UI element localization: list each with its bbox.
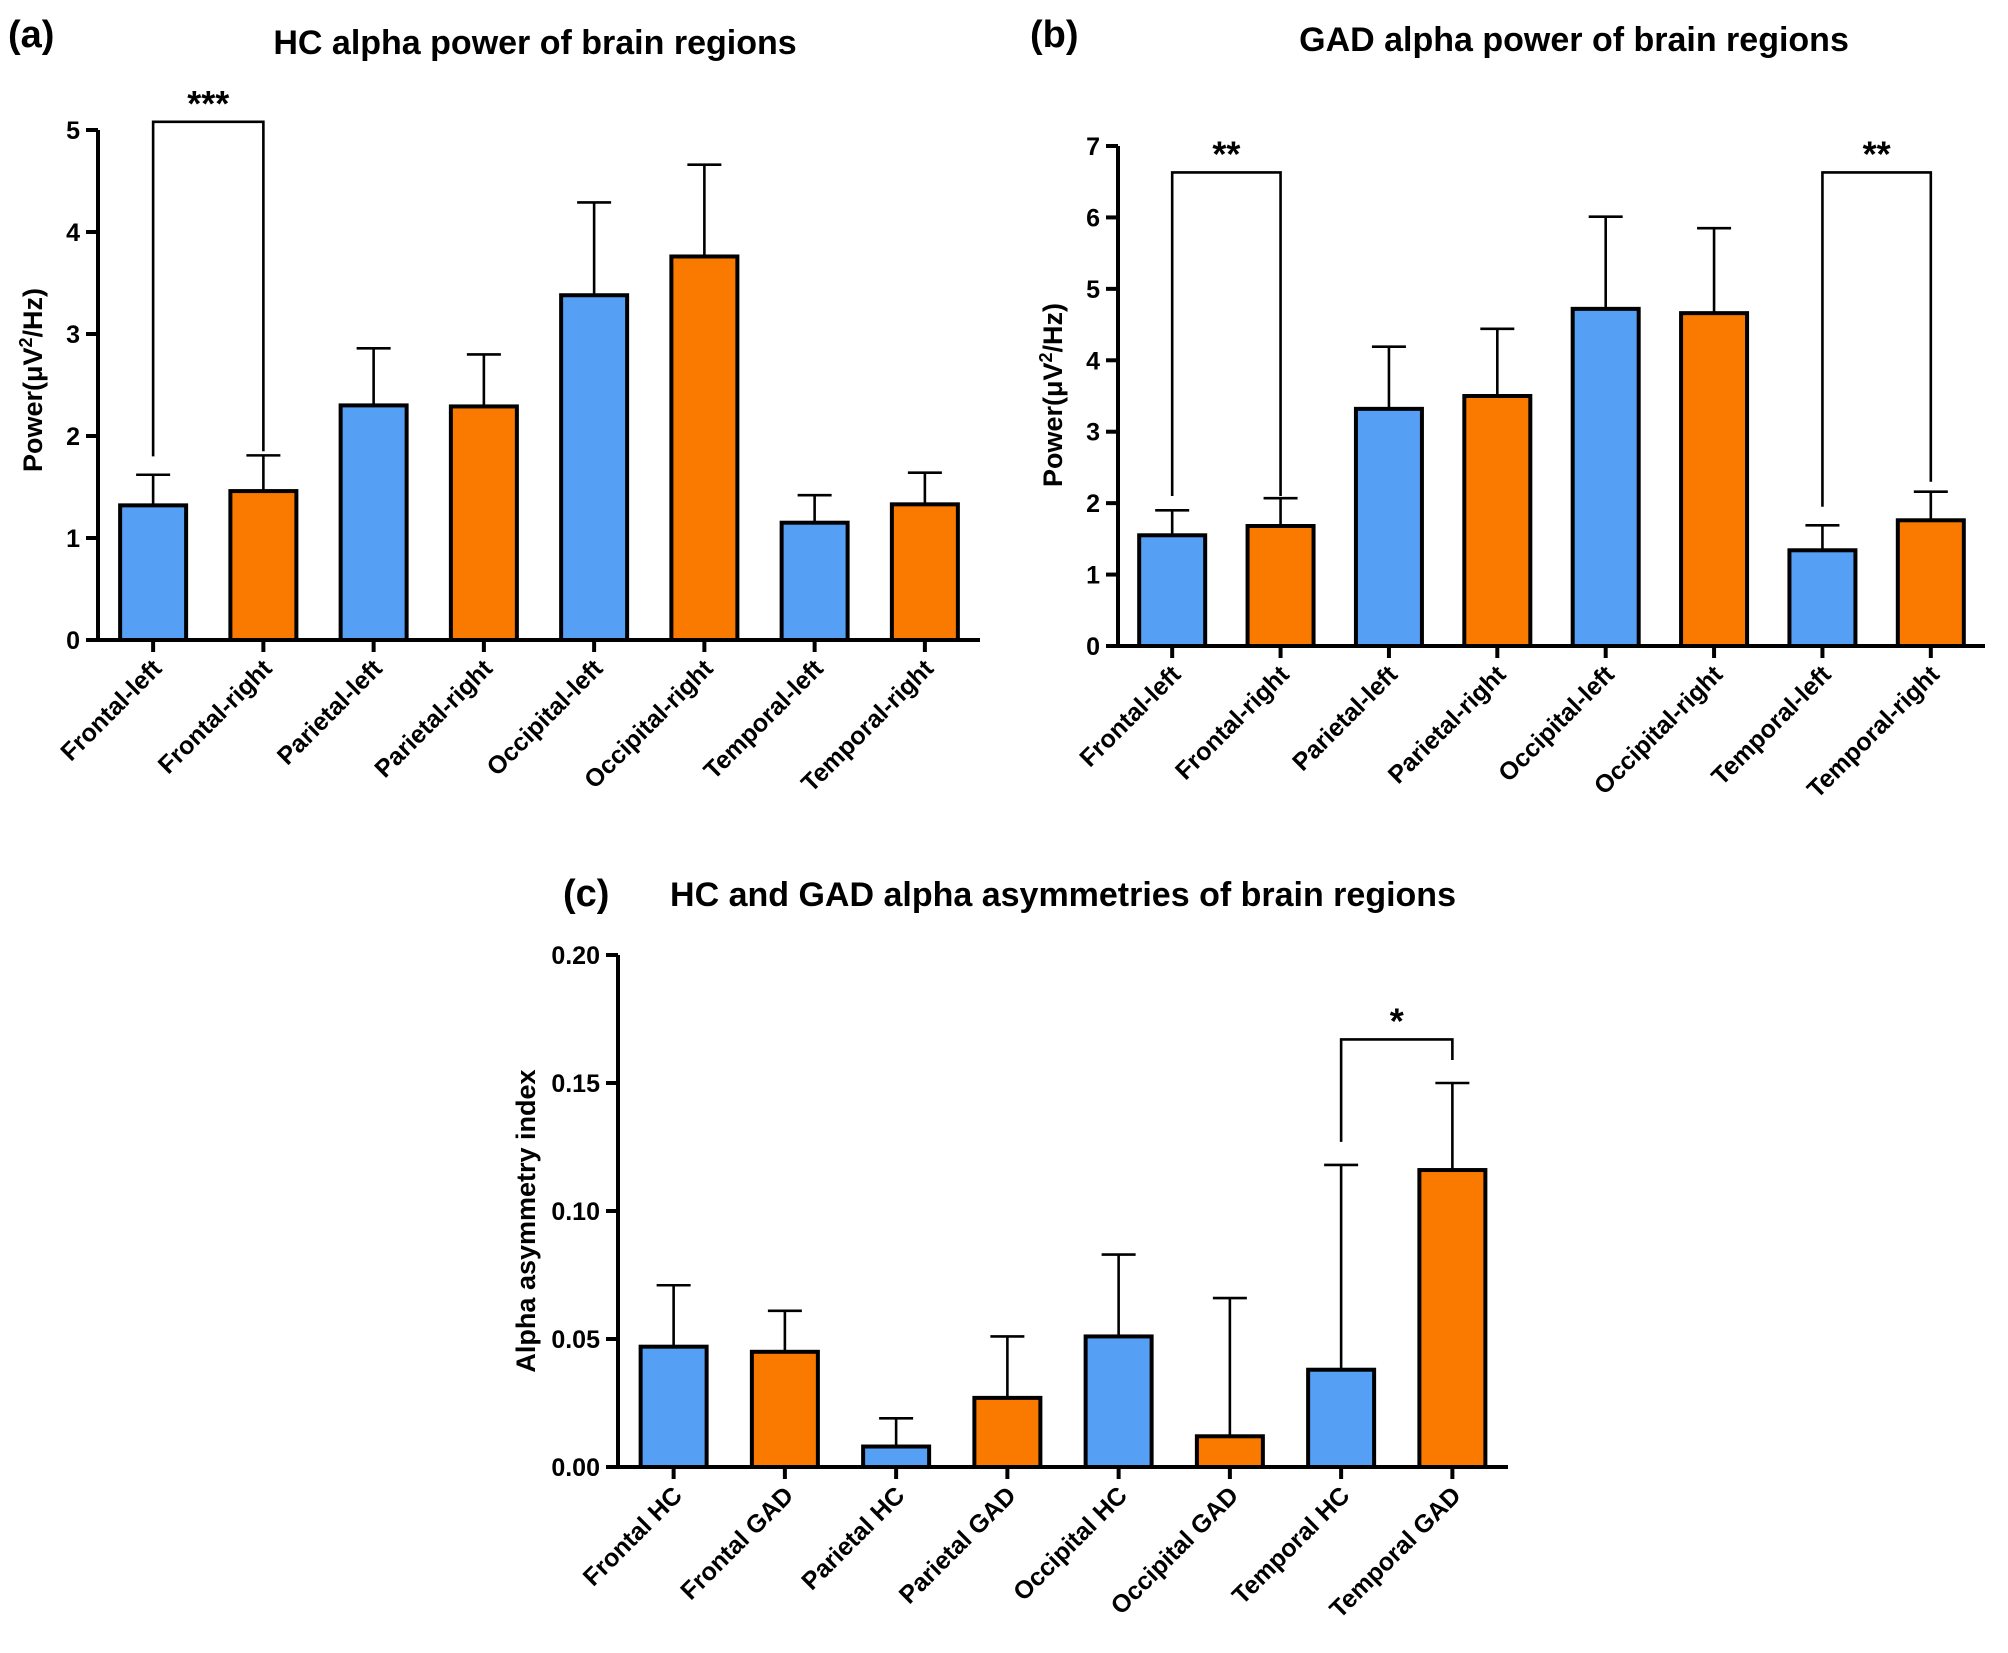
significance-label: ** [1863, 133, 1891, 174]
x-tick-label: Parietal-left [1287, 660, 1404, 777]
bar [559, 293, 630, 642]
y-tick-label: 0.20 [551, 942, 600, 970]
y-tick-label: 3 [66, 321, 80, 349]
significance-bracket [151, 120, 265, 457]
bar [1353, 406, 1424, 648]
y-axis-label-superscript: 2 [1036, 352, 1056, 362]
y-axis-label-main: Power(μV [1038, 362, 1068, 487]
panel-c: (c) HC and GAD alpha asymmetries of brai… [511, 873, 1508, 1624]
y-tick-label: 5 [1086, 276, 1100, 304]
y-tick-label: 0 [1086, 633, 1100, 661]
y-tick-label: 0.00 [551, 1454, 600, 1482]
x-tick-label: Frontal-left [55, 654, 168, 767]
plot-area: 0 1 2 3 4 5 6 7 Frontal-leftFrontal-rightParieta… [1074, 133, 1985, 804]
y-axis-label-unit: /Hz) [1038, 303, 1068, 353]
bar [861, 1444, 932, 1470]
y-tick-label: 4 [1086, 347, 1100, 375]
bar [669, 254, 740, 642]
bar [1245, 524, 1316, 648]
y-tick-label: 4 [66, 219, 80, 247]
plot-area: 012345Frontal-leftFrontal-rightParietal-… [55, 83, 980, 798]
significance-bracket [1821, 171, 1933, 507]
x-tick-label: Occipital HC [1008, 1481, 1133, 1606]
bar [1462, 394, 1533, 648]
bar [1895, 518, 1966, 648]
y-axis-label: Power(μV2/Hz) [16, 288, 48, 472]
x-tick-label: Temporal HC [1227, 1481, 1356, 1610]
x-tick-label: Frontal-left [1074, 660, 1187, 773]
bar [228, 489, 299, 642]
y-axis-label-main: Alpha asymmetry index [511, 1069, 541, 1372]
y-tick-label: 5 [66, 117, 80, 145]
panel-a: (a) HC alpha power of brain regions Powe… [8, 14, 980, 798]
y-tick-label: 2 [66, 423, 80, 451]
x-tick-label: Frontal HC [578, 1481, 688, 1591]
bar [972, 1395, 1043, 1470]
y-tick-label: 0.05 [551, 1326, 600, 1354]
bar [1570, 306, 1641, 648]
y-axis-label-unit: /Hz) [18, 288, 48, 338]
y-tick-label: 0 [66, 627, 80, 655]
bar [1417, 1168, 1488, 1470]
significance-bracket [1339, 1038, 1454, 1142]
bar [889, 502, 960, 642]
bar [1137, 533, 1208, 648]
x-tick-label: Parietal GAD [894, 1481, 1022, 1609]
bar [338, 403, 409, 642]
panel-label: (a) [8, 14, 54, 56]
bar [1083, 1334, 1154, 1469]
bar [1194, 1434, 1265, 1470]
bar [749, 1349, 820, 1470]
bar [779, 520, 850, 643]
y-tick-label: 1 [1086, 562, 1100, 590]
bar [1679, 311, 1750, 648]
panel-label: (c) [563, 873, 609, 915]
significance-label: ** [1212, 133, 1240, 174]
bar [448, 404, 519, 643]
y-tick-label: 0.15 [551, 1070, 600, 1098]
chart-title: HC and GAD alpha asymmetries of brain re… [670, 876, 1456, 914]
chart-title: HC alpha power of brain regions [273, 24, 796, 62]
y-tick-label: 7 [1086, 133, 1100, 161]
significance-label: * [1390, 1000, 1404, 1041]
significance-label: *** [187, 83, 229, 124]
x-tick-label: Frontal GAD [675, 1481, 799, 1605]
bar [638, 1344, 709, 1470]
y-tick-label: 0.10 [551, 1198, 600, 1226]
y-tick-label: 6 [1086, 204, 1100, 232]
y-axis-label: Power(μV2/Hz) [1036, 303, 1068, 487]
y-tick-label: 2 [1086, 490, 1100, 518]
y-axis-label: Alpha asymmetry index [511, 1069, 541, 1372]
chart-title: GAD alpha power of brain regions [1299, 21, 1849, 59]
y-tick-label: 3 [1086, 419, 1100, 447]
bar [118, 503, 189, 642]
x-tick-label: Parietal-left [272, 654, 389, 771]
y-tick-label: 1 [66, 525, 80, 553]
y-axis-label-superscript: 2 [16, 337, 36, 347]
x-tick-label: Frontal-right [1170, 660, 1295, 785]
panel-label: (b) [1030, 14, 1079, 56]
x-tick-label: Parietal HC [796, 1481, 910, 1595]
panel-b: (b) GAD alpha power of brain regions Pow… [1030, 14, 1985, 804]
bar [1306, 1367, 1377, 1469]
bar [1787, 548, 1858, 648]
x-tick-label: Frontal-right [153, 654, 278, 779]
x-tick-label: Parietal-right [369, 654, 498, 783]
significance-bracket [1170, 171, 1282, 496]
y-axis-label-main: Power(μV [18, 347, 48, 472]
